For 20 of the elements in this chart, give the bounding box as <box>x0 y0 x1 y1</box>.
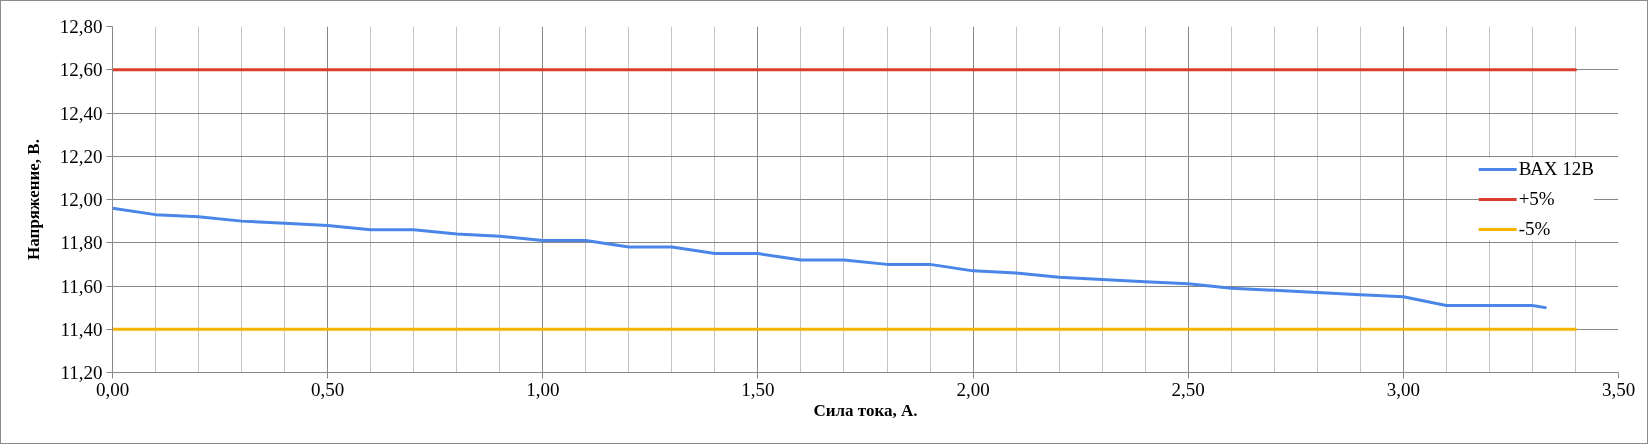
x-tick-label: 1,50 <box>741 378 775 400</box>
x-tick-label: 2,50 <box>1171 378 1205 400</box>
legend-label: ВАХ 12В <box>1518 158 1594 180</box>
x-axis-title: Сила тока, А. <box>813 400 918 420</box>
x-tick-label: 3,00 <box>1386 378 1420 400</box>
y-tick-label: 12,00 <box>59 189 103 210</box>
y-tick-label: 11,40 <box>60 318 103 340</box>
x-tick-label: 3,50 <box>1601 378 1636 400</box>
legend-label: +5% <box>1518 188 1555 210</box>
y-axis-title: Напряжение, В. <box>23 139 43 260</box>
y-tick-label: 12,80 <box>59 16 103 37</box>
x-tick-label: 2,00 <box>956 378 990 400</box>
legend-label: -5% <box>1518 218 1551 240</box>
x-tick-label: 1,00 <box>526 378 560 400</box>
y-tick-label: 11,80 <box>60 232 103 254</box>
y-tick-label: 12,60 <box>59 59 103 81</box>
x-tick-label: 0,50 <box>311 378 345 400</box>
y-tick-label: 12,40 <box>59 102 103 124</box>
y-tick-label: 12,20 <box>59 145 103 167</box>
y-tick-label: 11,60 <box>60 275 103 297</box>
